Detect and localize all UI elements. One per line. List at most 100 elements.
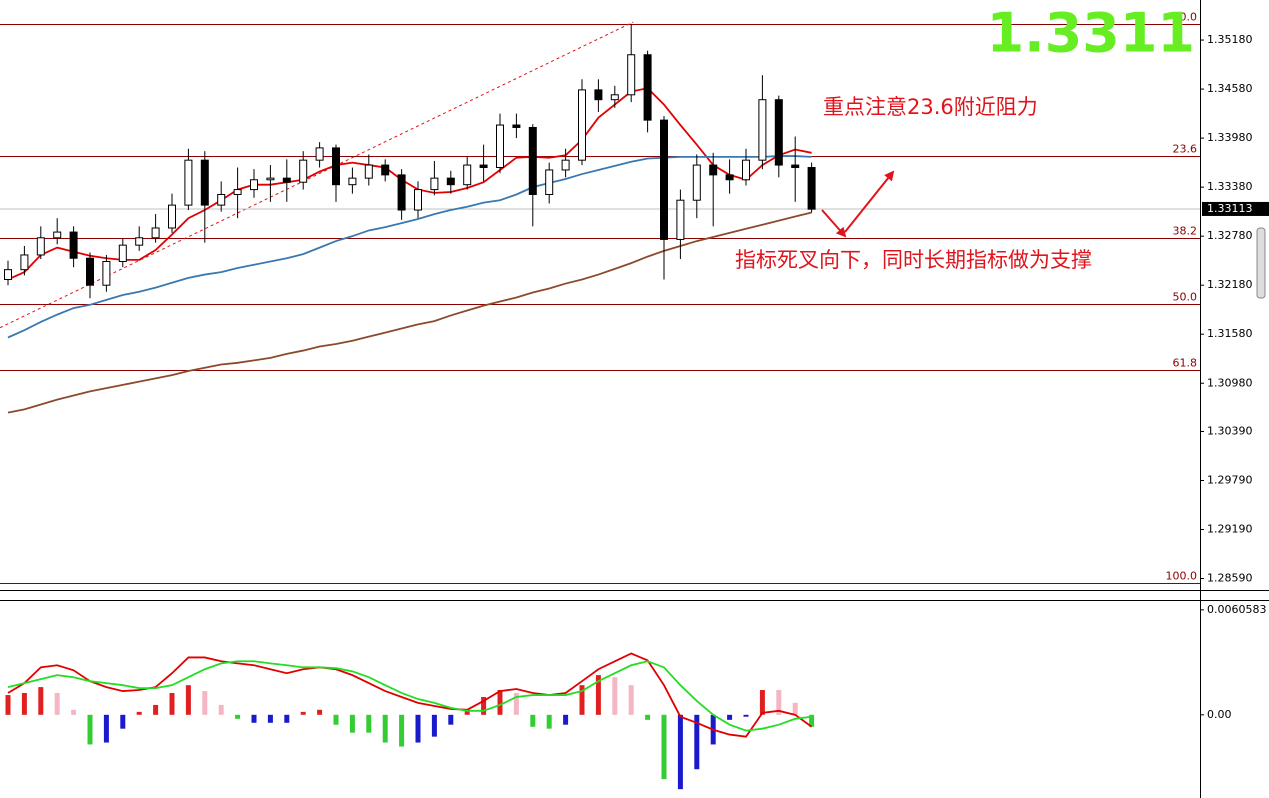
moving-average bbox=[7, 87, 812, 281]
y-tick-label: 1.28590 bbox=[1207, 572, 1253, 585]
histogram-bar bbox=[333, 714, 339, 725]
arrow bbox=[844, 170, 895, 233]
candle-body bbox=[397, 174, 406, 211]
histogram-bar bbox=[317, 709, 323, 715]
candle-body bbox=[545, 169, 554, 195]
candle-body bbox=[86, 257, 94, 286]
histogram-bar bbox=[448, 714, 454, 725]
candle-body bbox=[4, 269, 12, 280]
histogram-bar bbox=[103, 714, 109, 743]
candle-body bbox=[414, 189, 422, 211]
y-tick-label: 1.32180 bbox=[1207, 278, 1253, 291]
histogram-bar bbox=[251, 714, 257, 723]
y-tick-label: 1.29790 bbox=[1207, 473, 1253, 486]
y-tick-label: 1.30390 bbox=[1207, 424, 1253, 437]
candle-body bbox=[791, 164, 800, 169]
histogram-bar bbox=[300, 711, 306, 715]
histogram-bar bbox=[661, 714, 667, 780]
candle-body bbox=[102, 260, 111, 286]
histogram-bar bbox=[267, 714, 273, 723]
y-tick-label: 1.33980 bbox=[1207, 131, 1253, 144]
histogram-bar bbox=[399, 714, 405, 747]
fib-label: 100.0 bbox=[1166, 570, 1198, 583]
candle-body bbox=[676, 199, 685, 240]
histogram-bar bbox=[776, 690, 782, 715]
y-tick-label: 1.30980 bbox=[1207, 376, 1253, 389]
histogram-bar bbox=[415, 714, 421, 743]
candle-body bbox=[20, 254, 29, 271]
candle-body bbox=[807, 167, 816, 210]
histogram-bar bbox=[5, 695, 11, 715]
candle-body bbox=[282, 177, 291, 183]
candle-body bbox=[348, 177, 357, 186]
price-display: 1.3311 bbox=[987, 2, 1195, 65]
annotation: 重点注意23.6附近阻力 bbox=[823, 95, 1038, 119]
candle-body bbox=[69, 231, 78, 259]
histogram-bar bbox=[284, 714, 290, 723]
candle-body bbox=[135, 237, 144, 246]
candle-body bbox=[627, 54, 636, 96]
histogram-bar bbox=[809, 714, 815, 727]
scrollbar[interactable] bbox=[1256, 227, 1266, 299]
histogram-bar bbox=[120, 714, 126, 729]
moving-average bbox=[7, 155, 812, 339]
histogram-bar bbox=[727, 714, 733, 720]
candle-body bbox=[250, 179, 258, 191]
histogram-bar bbox=[218, 704, 224, 715]
candle-body bbox=[594, 89, 603, 101]
macd-line bbox=[7, 652, 813, 738]
candle-body bbox=[512, 124, 521, 128]
candle-body bbox=[496, 124, 504, 169]
candle-body bbox=[151, 227, 160, 239]
histogram-bar bbox=[595, 675, 601, 715]
candle-body bbox=[692, 164, 701, 201]
candle-body bbox=[184, 159, 193, 206]
histogram-bar bbox=[21, 692, 27, 715]
candle-body bbox=[299, 159, 308, 183]
last-price-label: 1.33113 bbox=[1207, 202, 1253, 215]
candle-body bbox=[430, 177, 439, 191]
fib-label: 23.6 bbox=[1173, 143, 1198, 156]
y-tick-label: 1.31580 bbox=[1207, 327, 1253, 340]
histogram-bar bbox=[563, 714, 569, 725]
macd-line bbox=[7, 660, 812, 732]
candle-body bbox=[315, 147, 324, 161]
moving-average bbox=[7, 211, 812, 414]
candle-body bbox=[233, 189, 242, 195]
fib-label: 0.0 bbox=[1180, 11, 1198, 24]
histogram-bar bbox=[54, 692, 60, 715]
histogram-bar bbox=[464, 709, 470, 715]
histogram-bar bbox=[612, 677, 618, 715]
histogram-bar bbox=[349, 714, 355, 733]
histogram-bar bbox=[185, 685, 191, 715]
fib-label: 61.8 bbox=[1173, 357, 1198, 370]
y-tick-label: 1.29190 bbox=[1207, 523, 1253, 536]
arrow bbox=[821, 209, 847, 238]
candle-body bbox=[610, 94, 619, 101]
y-tick-label: 1.35180 bbox=[1207, 33, 1253, 46]
candle-body bbox=[53, 231, 62, 239]
histogram-bar bbox=[235, 714, 241, 719]
histogram-bar bbox=[677, 714, 683, 790]
histogram-bar bbox=[530, 714, 536, 727]
candle-body bbox=[742, 159, 750, 181]
histogram-bar bbox=[169, 692, 175, 715]
annotation: 指标死叉向下，同时长期指标做为支撑 bbox=[735, 248, 1092, 272]
candle-body bbox=[118, 244, 127, 262]
candle-body bbox=[266, 177, 275, 181]
candle-body bbox=[332, 147, 340, 186]
histogram-bar bbox=[87, 714, 93, 745]
candle-body bbox=[758, 99, 767, 161]
candle-body bbox=[561, 159, 570, 171]
histogram-bar bbox=[136, 711, 142, 715]
candle-body bbox=[528, 126, 537, 195]
histogram-bar bbox=[645, 714, 651, 720]
histogram-bar bbox=[202, 691, 208, 715]
histogram-bar bbox=[579, 685, 585, 715]
last-price-box bbox=[1202, 201, 1269, 216]
candle-body bbox=[709, 164, 718, 176]
candle-body bbox=[200, 159, 209, 206]
y-tick-label: 1.33380 bbox=[1207, 180, 1253, 193]
candle-body bbox=[168, 204, 176, 229]
candle-body bbox=[643, 54, 652, 121]
